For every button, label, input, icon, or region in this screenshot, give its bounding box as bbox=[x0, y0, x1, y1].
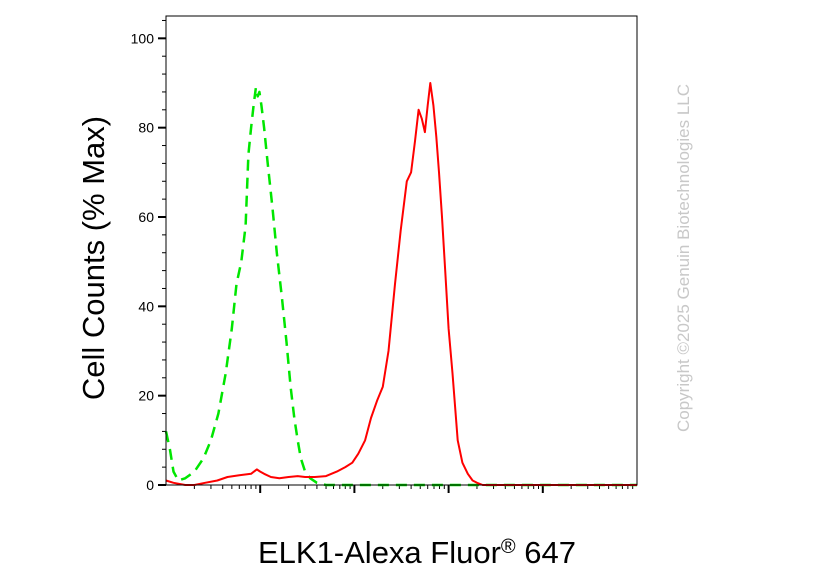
y-tick-label: 0 bbox=[146, 477, 154, 493]
solid-series-line bbox=[165, 82, 637, 486]
x-axis-title-superscript: ® bbox=[501, 536, 516, 558]
y-tick-label: 20 bbox=[138, 388, 154, 404]
copyright-watermark: Copyright ©2025 Genuin Biotechnologies L… bbox=[674, 84, 693, 432]
x-axis-title: ELK1-Alexa Fluor® 647 bbox=[258, 535, 576, 570]
y-axis-title: Cell Counts (% Max) bbox=[76, 116, 111, 400]
dashed-series-line bbox=[164, 86, 637, 487]
y-axis-tick-labels: 0 20 40 60 80 100 bbox=[131, 30, 155, 493]
plot-series bbox=[164, 82, 637, 487]
y-tick-label: 80 bbox=[138, 120, 154, 136]
x-axis-title-suffix: 647 bbox=[516, 535, 576, 570]
plot-frame bbox=[165, 15, 638, 486]
y-tick-label: 60 bbox=[138, 209, 154, 225]
y-axis-ticks bbox=[158, 19, 166, 486]
y-tick-label: 100 bbox=[131, 30, 155, 46]
y-tick-label: 40 bbox=[138, 298, 154, 314]
x-axis-ticks bbox=[193, 485, 634, 493]
x-axis-title-main: ELK1-Alexa Fluor bbox=[258, 535, 501, 570]
